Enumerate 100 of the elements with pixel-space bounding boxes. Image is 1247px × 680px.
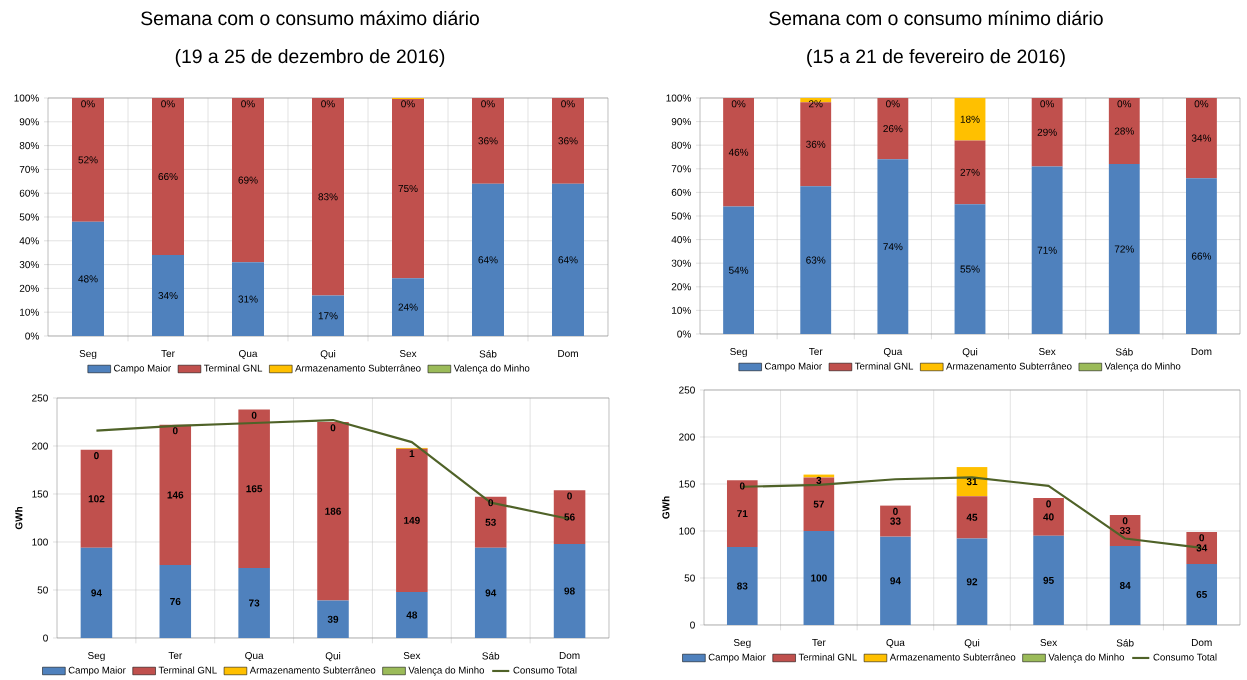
data-label: 72% <box>1114 245 1134 253</box>
bar <box>1031 97 1063 167</box>
x-tick-label: Sex <box>1038 348 1056 356</box>
data-label: 100 <box>811 574 827 582</box>
x-tick-label: Sex <box>1040 639 1058 647</box>
legend-label: Valença do Minho <box>1048 653 1125 663</box>
bar <box>392 98 424 279</box>
data-label: 36% <box>478 137 498 145</box>
bar <box>238 409 270 568</box>
x-tick-label: Dom <box>558 350 578 358</box>
data-label: 0% <box>886 100 900 108</box>
legend-label: Terminal GNL <box>854 362 914 370</box>
legend-label: Terminal GNL <box>798 653 857 661</box>
x-tick-label: Ter <box>812 639 826 647</box>
data-label: 98 <box>564 587 575 595</box>
data-label: 65 <box>1196 590 1207 598</box>
bar <box>317 600 349 638</box>
bar <box>472 183 504 336</box>
y-tick-label: 50% <box>19 213 39 221</box>
x-tick-label: Seg <box>733 639 751 649</box>
bar <box>396 591 428 638</box>
data-label: 1 <box>409 450 415 458</box>
data-label: 33 <box>1119 526 1131 535</box>
data-label: 48% <box>78 275 98 283</box>
data-label: 64% <box>558 256 578 264</box>
x-tick-label: Dom <box>1191 639 1212 647</box>
bar <box>880 536 911 625</box>
legend-label: Consumo Total <box>513 666 577 674</box>
data-label: 71% <box>1037 246 1057 254</box>
y-tick-label: 250 <box>32 394 48 402</box>
legend-label: Valença do Minho <box>408 666 485 676</box>
y-tick-label: 200 <box>32 442 48 450</box>
data-label: 57 <box>813 500 824 508</box>
legend-label: Valença do Minho <box>1104 362 1181 372</box>
y-tick-label: 100% <box>666 94 691 102</box>
legend-label: Consumo Total <box>1153 653 1217 661</box>
legend-label: Terminal GNL <box>203 364 263 372</box>
bar <box>159 424 192 566</box>
bar <box>1186 178 1217 334</box>
data-label: 83% <box>318 193 338 201</box>
x-tick-label: Qui <box>962 348 978 358</box>
data-label: 29% <box>1037 128 1057 136</box>
data-label: 149 <box>404 516 420 524</box>
bar <box>956 496 988 539</box>
data-label: 84 <box>1119 581 1131 590</box>
bar <box>1186 531 1218 564</box>
bar <box>1186 563 1218 625</box>
data-label: 0% <box>481 100 495 108</box>
data-label: 46% <box>728 148 749 156</box>
x-tick-label: Sex <box>399 350 417 358</box>
data-label: 94 <box>890 577 901 585</box>
x-tick-label: Dom <box>559 652 580 660</box>
y-tick-label: 40% <box>19 237 39 245</box>
data-label: 63% <box>806 256 826 264</box>
bar <box>152 255 184 336</box>
data-label: 94 <box>91 589 102 597</box>
data-label: 165 <box>246 485 263 493</box>
x-tick-label: Ter <box>168 652 183 660</box>
bar <box>954 140 986 205</box>
data-label: 0% <box>1194 100 1209 108</box>
x-tick-label: Sex <box>403 652 421 660</box>
y-tick-label: 200 <box>679 433 695 441</box>
data-label: 55% <box>960 265 980 273</box>
data-label: 76 <box>170 597 181 606</box>
data-label: 0% <box>401 100 415 108</box>
bar <box>723 97 755 207</box>
y-tick-label: 10% <box>672 306 691 314</box>
bar <box>1031 166 1063 334</box>
chart-title: Semana com o consumo máximo diário <box>141 10 479 26</box>
bar <box>877 97 909 160</box>
legend-label: Armazenamento Subterrâneo <box>889 653 1016 661</box>
chart-subtitle: (15 a 21 de fevereiro de 2016) <box>807 48 1065 67</box>
y-tick-label: 90% <box>671 118 691 126</box>
y-tick-label: 30% <box>19 261 39 269</box>
x-tick-label: Seg <box>88 652 105 662</box>
data-label: 0 <box>251 411 257 419</box>
bar <box>72 97 105 222</box>
bar <box>552 183 584 336</box>
bar <box>80 547 113 638</box>
data-label: 26% <box>883 125 903 133</box>
x-tick-label: Sáb <box>1115 348 1133 356</box>
data-label: 0 <box>739 482 745 490</box>
bar <box>1108 164 1140 334</box>
data-label: 69% <box>238 176 258 184</box>
data-label: 0% <box>561 100 575 108</box>
y-axis-title: GWh <box>662 496 670 519</box>
data-label: 75% <box>398 185 418 193</box>
x-tick-label: Qua <box>886 639 905 648</box>
x-tick-label: Sáb <box>1116 639 1134 647</box>
data-label: 2% <box>808 100 823 108</box>
data-label: 186 <box>325 507 341 515</box>
data-label: 66% <box>1191 252 1212 260</box>
data-label: 146 <box>167 491 184 499</box>
bar <box>800 102 832 187</box>
bar <box>726 480 758 547</box>
chart-subtitle: (19 a 25 de dezembro de 2016) <box>175 48 445 67</box>
data-label: 95 <box>1043 576 1054 584</box>
bar <box>159 565 192 638</box>
y-tick-label: 100 <box>679 527 695 535</box>
bar <box>472 97 504 184</box>
